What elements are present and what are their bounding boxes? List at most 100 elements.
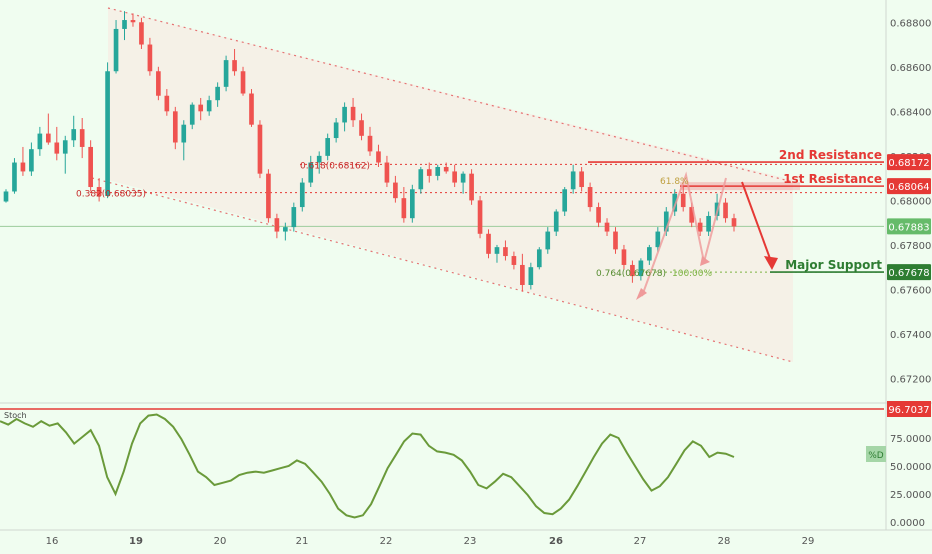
candle-body [71,129,77,141]
y-tick-label: 0.68600 [890,63,931,74]
candle-body [164,95,170,112]
y-tick-label: 0.67200 [890,375,931,386]
candle-body [333,122,339,139]
candle-body [443,166,449,172]
candle-body [536,249,542,268]
candle-body [621,249,627,265]
candle-body [613,231,618,250]
y-tick-label: 0.68800 [890,18,931,29]
fib-label-618b: 61.8% [660,177,689,187]
candle-body [409,189,415,219]
candles-group [3,11,737,292]
candle-body [528,267,534,285]
candle-body [274,218,280,232]
price-tag [887,218,931,235]
x-tick-label: 19 [129,536,143,547]
candle-body [731,218,737,227]
candle-body [469,173,474,201]
candle-body [316,155,322,163]
candle-body [62,140,68,154]
candle-body [37,133,43,150]
price-tag-label: 0.68172 [888,158,929,169]
candle-body [181,124,187,143]
price-tag [887,178,931,195]
candle-body [452,171,457,183]
price-tag [887,264,931,281]
candle-body [113,28,119,72]
candle-body [96,187,102,196]
stoch-y-tick-label: 75.0000 [890,434,931,445]
level-label-2nd-resistance: 2nd Resistance [779,148,882,162]
candle-body [156,71,161,96]
projection-arrowhead [764,256,778,270]
candle-body [680,193,686,208]
pattern-arrow-path [641,171,727,297]
candle-body [367,135,373,152]
y-tick-label: 0.68400 [890,107,931,118]
candle-body [562,189,568,212]
level-label-1st-resistance: 1st Resistance [783,172,882,186]
candle-body [553,211,559,232]
y-tick-label: 0.67600 [890,285,931,296]
price-tag-label: 0.67678 [888,268,929,279]
fib-label-764: 0.764(0.67678) [596,269,666,279]
candle-body [503,247,508,257]
x-tick-label: 22 [380,536,393,547]
level-label-major-support: Major Support [785,258,882,272]
candle-body [139,22,144,45]
channel-fill [108,8,793,362]
candle-body [393,182,398,199]
candle-body [579,171,584,188]
candle-body [325,138,331,156]
candle-body [249,93,254,125]
candle-body [706,215,711,232]
candle-body [460,173,466,183]
candle-body [494,247,500,254]
stoch-y-tick-label: 25.0000 [890,490,931,501]
candle-body [189,104,195,125]
stoch-y-tick-label: 50.0000 [890,462,931,473]
candle-body [418,169,424,190]
candle-body [689,207,695,223]
candle-body [198,104,204,112]
candle-body [88,146,93,188]
x-tick-label: 21 [296,536,309,547]
candle-body [435,166,441,176]
x-tick-label: 26 [549,536,563,547]
candle-body [359,120,364,136]
candle-body [520,264,525,285]
candle-body [206,100,212,112]
candle-body [215,86,220,101]
pattern-arrowhead [636,288,647,300]
candle-body [257,124,263,174]
candle-body [266,173,271,219]
candle-body [3,191,9,202]
y-tick-label: 0.67400 [890,330,931,341]
candle-body [697,222,703,232]
candle-body [122,20,127,29]
candle-body [79,129,85,147]
candle-body [376,151,381,163]
x-tick-label: 16 [46,536,59,547]
stoch-y-tick-label: 0.0000 [890,518,925,529]
stoch-upper-tag [887,401,931,417]
candle-body [54,142,60,154]
projection-arrow-line [741,181,773,265]
candle-body [232,60,237,72]
candle-body [570,171,576,190]
candle-body [240,71,246,94]
y-tick-label: 0.68000 [890,196,931,207]
candle-body [401,198,407,219]
candle-body [105,71,110,196]
fib-label-382: 0.382(0.68035) [76,190,146,200]
price-tag [887,154,931,171]
candle-body [511,256,517,265]
candle-body [596,207,601,223]
candle-body [647,247,652,261]
y-tick-label: 0.67800 [890,241,931,252]
candle-body [12,162,17,192]
candle-body [545,231,551,250]
candle-body [291,207,297,228]
channel-lower-line [91,177,794,363]
candle-body [299,182,305,208]
